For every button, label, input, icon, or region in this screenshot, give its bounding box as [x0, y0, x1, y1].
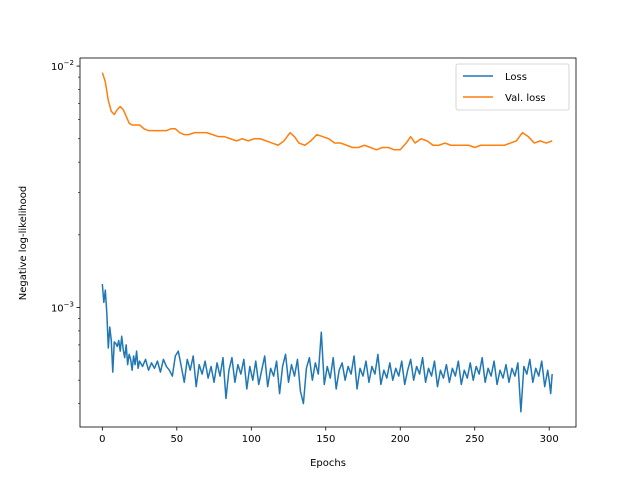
x-tick-label: 300 — [540, 434, 559, 445]
y-tick-label: 10−3 — [51, 301, 74, 315]
series-line-loss — [101, 284, 553, 413]
x-tick-label: 150 — [316, 434, 335, 445]
x-tick-label: 50 — [170, 434, 183, 445]
legend-label-val-loss: Val. loss — [505, 93, 546, 104]
series-line-val-loss — [101, 72, 553, 151]
series-layer — [101, 72, 553, 413]
x-axis-label: Epochs — [310, 458, 346, 469]
legend: Loss Val. loss — [455, 63, 570, 111]
x-tick-label: 200 — [391, 434, 410, 445]
x-tick-label: 100 — [242, 434, 261, 445]
y-axis: 10−3 10−2 — [51, 59, 80, 404]
x-tick-label: 250 — [465, 434, 484, 445]
axes-frame — [79, 57, 577, 428]
legend-label-loss: Loss — [505, 72, 527, 83]
x-tick-label: 0 — [99, 434, 105, 445]
y-axis-label: Negative log-likelihood — [18, 186, 29, 301]
y-tick-label: 10−2 — [51, 59, 74, 73]
x-axis: 0 50 100 150 200 250 300 — [99, 427, 559, 445]
